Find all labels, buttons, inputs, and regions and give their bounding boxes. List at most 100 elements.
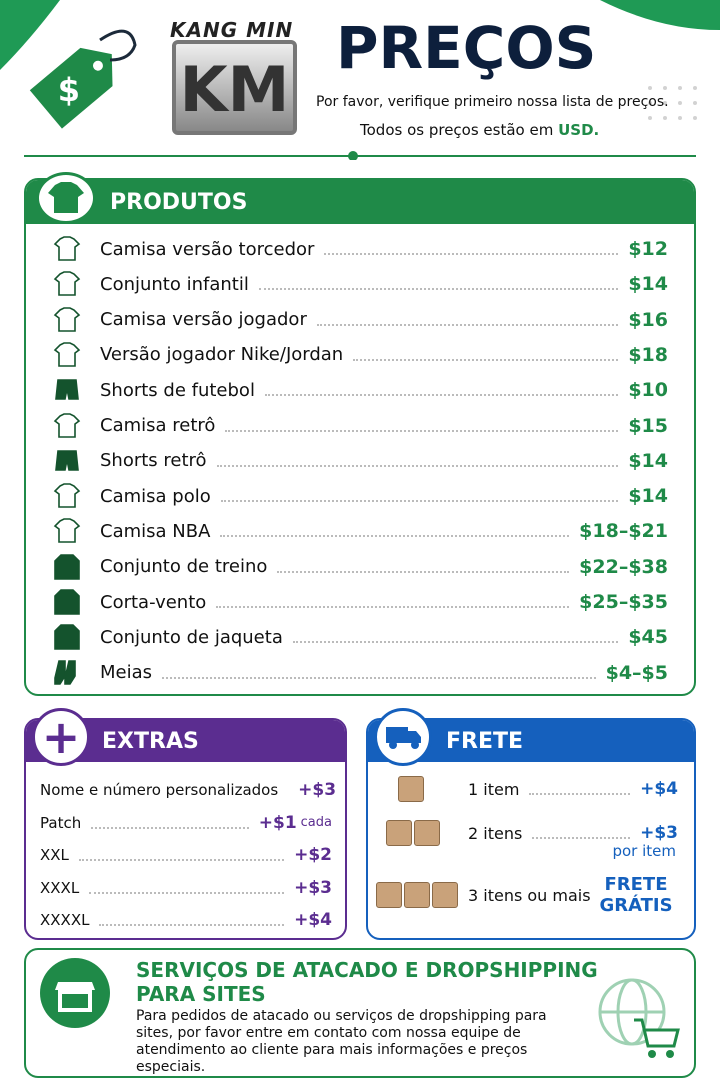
product-row: Meias $4–$5 xyxy=(100,656,668,690)
product-name: Versão jogador Nike/Jordan xyxy=(100,344,344,366)
product-row: Conjunto de treino $22–$38 xyxy=(100,550,668,584)
shipping-row: 1 item +$4 xyxy=(468,774,678,804)
leader xyxy=(78,859,285,861)
shipping-unit: por item xyxy=(612,842,676,860)
product-name: Corta-vento xyxy=(100,591,207,613)
subtitle: Por favor, verifique primeiro nossa list… xyxy=(316,94,669,110)
item-icon xyxy=(54,589,80,615)
product-name: Conjunto de treino xyxy=(100,556,268,578)
leader xyxy=(91,826,249,829)
wholesale-title: SERVIÇOS DE ATACADO E DROPSHIPPING PARA … xyxy=(136,958,598,1006)
box-icon xyxy=(404,882,430,908)
leader xyxy=(529,793,631,795)
extra-name: Nome e número personalizados xyxy=(40,781,279,799)
item-icon xyxy=(53,306,81,332)
extra-name: XXXXL xyxy=(40,911,90,929)
leader xyxy=(532,837,631,839)
box-icon xyxy=(398,776,424,802)
shipping-name: 3 itens ou mais xyxy=(468,885,591,905)
products-icon xyxy=(36,172,96,224)
extra-price: +$2 xyxy=(294,845,332,865)
leader xyxy=(216,606,570,608)
leader xyxy=(353,358,619,361)
extra-price: +$3 xyxy=(294,877,332,898)
leader xyxy=(216,464,619,467)
product-row: Camisa versão jogador $16 xyxy=(100,303,668,337)
extra-name: Patch xyxy=(40,813,82,832)
extra-name: XXXL xyxy=(40,878,80,897)
product-name: Camisa polo xyxy=(100,485,211,507)
products-panel: PRODUTOS Camisa versão torcedor $12 Conjun… xyxy=(24,178,696,696)
extra-name: XXL xyxy=(40,846,69,864)
extra-price: +$1 xyxy=(258,812,297,833)
extra-row: XXXXL +$4 xyxy=(40,906,332,934)
box-icon xyxy=(376,882,402,908)
product-row: Camisa polo $14 xyxy=(100,479,668,513)
item-icon xyxy=(53,518,81,544)
item-icon xyxy=(53,342,81,367)
product-name: Camisa NBA xyxy=(100,520,211,542)
leader xyxy=(220,500,619,503)
product-price: $18 xyxy=(628,343,668,366)
brand-top: KANG MIN xyxy=(170,18,294,42)
wholesale-text: Para pedidos de atacado ou serviços de d… xyxy=(136,1008,547,1075)
product-row: Camisa NBA $18–$21 xyxy=(100,514,668,548)
products-title: PRODUTOS xyxy=(26,180,694,224)
product-row: Camisa versão torcedor $12 xyxy=(100,232,668,266)
globe-cart-icon xyxy=(598,978,680,1058)
product-row: Conjunto infantil $14 xyxy=(100,267,668,301)
shipping-price: +$4 xyxy=(640,779,678,799)
shipping-row: 2 itens +$3 xyxy=(468,818,678,848)
item-icon xyxy=(54,553,80,580)
product-name: Camisa retrô xyxy=(100,415,216,436)
product-price: $25–$35 xyxy=(579,591,668,613)
product-price: $14 xyxy=(628,449,668,472)
shipping-price: FRETE GRÁTIS xyxy=(599,874,673,916)
leader xyxy=(99,924,285,926)
extras-icon: + xyxy=(32,708,90,766)
item-icon xyxy=(53,412,81,438)
leader xyxy=(292,641,619,644)
wholesale-panel: SERVIÇOS DE ATACADO E DROPSHIPPING PARA … xyxy=(24,948,696,1078)
product-row: Corta-vento $25–$35 xyxy=(100,585,668,619)
box-icon xyxy=(386,820,412,846)
product-name: Meias xyxy=(100,662,153,684)
extra-row: Nome e número personalizados +$3 xyxy=(40,776,336,804)
leader xyxy=(316,323,619,326)
product-price: $16 xyxy=(628,308,668,331)
extra-row: XXXL +$3 xyxy=(40,874,332,902)
product-row: Shorts de futebol $10 xyxy=(100,373,668,407)
product-price: $14 xyxy=(628,273,668,296)
product-price: $18–$21 xyxy=(579,520,668,543)
title: PREÇOS xyxy=(336,14,597,82)
item-icon xyxy=(53,483,81,508)
leader xyxy=(324,253,619,255)
product-name: Conjunto de jaqueta xyxy=(100,626,283,648)
product-row: Shorts retrô $14 xyxy=(100,444,668,478)
leader xyxy=(264,394,619,397)
product-row: Camisa retrô $15 xyxy=(100,409,668,443)
header-decor: $ xyxy=(0,0,720,160)
shipping-name: 1 item xyxy=(468,779,520,799)
product-name: Conjunto infantil xyxy=(100,273,249,295)
shipping-row: 3 itens ou mais FRETE GRÁTIS xyxy=(468,874,678,916)
box-icon xyxy=(432,882,458,908)
extra-row: Patch +$1 cada xyxy=(40,809,332,837)
leader xyxy=(89,891,285,894)
product-price: $45 xyxy=(628,626,668,649)
product-price: $22–$38 xyxy=(579,555,668,578)
store-icon xyxy=(40,958,110,1028)
product-price: $4–$5 xyxy=(605,661,668,684)
extra-price: +$4 xyxy=(294,910,332,930)
leader xyxy=(162,676,596,679)
svg-text:$: $ xyxy=(58,71,80,109)
product-price: $15 xyxy=(628,414,668,437)
shipping-name: 2 itens xyxy=(468,823,523,843)
product-price: $12 xyxy=(628,238,668,260)
item-icon xyxy=(54,659,76,685)
product-name: Camisa versão jogador xyxy=(100,309,307,331)
item-icon xyxy=(53,236,81,261)
product-name: Shorts de futebol xyxy=(100,379,255,401)
box-icon xyxy=(414,820,440,846)
